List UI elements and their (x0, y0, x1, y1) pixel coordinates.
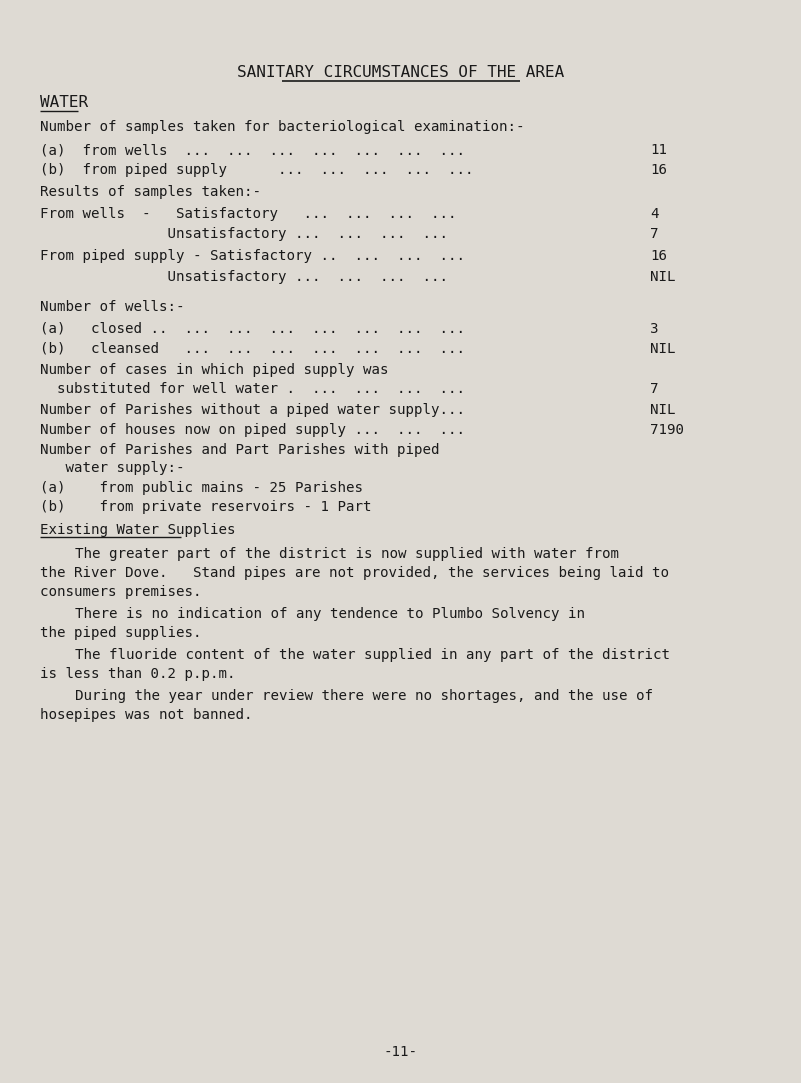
Text: the piped supplies.: the piped supplies. (40, 626, 202, 640)
Text: Unsatisfactory ...  ...  ...  ...: Unsatisfactory ... ... ... ... (40, 227, 448, 242)
Text: During the year under review there were no shortages, and the use of: During the year under review there were … (75, 689, 653, 703)
Text: 16: 16 (650, 249, 667, 263)
Text: Number of samples taken for bacteriological examination:-: Number of samples taken for bacteriologi… (40, 120, 525, 134)
Text: NIL: NIL (650, 270, 675, 284)
Text: substituted for well water .  ...  ...  ...  ...: substituted for well water . ... ... ...… (40, 382, 465, 396)
Text: 7: 7 (650, 382, 658, 396)
Text: 7190: 7190 (650, 423, 684, 438)
Text: Number of houses now on piped supply ...  ...  ...: Number of houses now on piped supply ...… (40, 423, 465, 438)
Text: the River Dove.   Stand pipes are not provided, the services being laid to: the River Dove. Stand pipes are not prov… (40, 566, 669, 580)
Text: (b)   cleansed   ...  ...  ...  ...  ...  ...  ...: (b) cleansed ... ... ... ... ... ... ... (40, 342, 465, 356)
Text: The fluoride content of the water supplied in any part of the district: The fluoride content of the water suppli… (75, 648, 670, 662)
Text: WATER: WATER (40, 95, 88, 110)
Text: 7: 7 (650, 227, 658, 242)
Text: Results of samples taken:-: Results of samples taken:- (40, 185, 261, 199)
Text: (a)   closed ..  ...  ...  ...  ...  ...  ...  ...: (a) closed .. ... ... ... ... ... ... ..… (40, 322, 465, 336)
Text: (a)    from public mains - 25 Parishes: (a) from public mains - 25 Parishes (40, 481, 363, 495)
Text: (a)  from wells  ...  ...  ...  ...  ...  ...  ...: (a) from wells ... ... ... ... ... ... .… (40, 143, 465, 157)
Text: water supply:-: water supply:- (40, 461, 184, 475)
Text: -11-: -11- (384, 1045, 417, 1059)
Text: Existing Water Supplies: Existing Water Supplies (40, 523, 235, 537)
Text: Number of Parishes and Part Parishes with piped: Number of Parishes and Part Parishes wit… (40, 443, 440, 457)
Text: Number of wells:-: Number of wells:- (40, 300, 184, 314)
Text: NIL: NIL (650, 403, 675, 417)
Text: SANITARY CIRCUMSTANCES OF THE AREA: SANITARY CIRCUMSTANCES OF THE AREA (237, 65, 564, 80)
Text: NIL: NIL (650, 342, 675, 356)
Text: Number of Parishes without a piped water supply...: Number of Parishes without a piped water… (40, 403, 465, 417)
Text: Unsatisfactory ...  ...  ...  ...: Unsatisfactory ... ... ... ... (40, 270, 448, 284)
Text: consumers premises.: consumers premises. (40, 585, 202, 599)
Text: The greater part of the district is now supplied with water from: The greater part of the district is now … (75, 547, 619, 561)
Text: Number of cases in which piped supply was: Number of cases in which piped supply wa… (40, 363, 388, 377)
Text: 16: 16 (650, 164, 667, 177)
Text: 3: 3 (650, 322, 658, 336)
Text: From wells  -   Satisfactory   ...  ...  ...  ...: From wells - Satisfactory ... ... ... ..… (40, 207, 457, 221)
Text: (b)    from private reservoirs - 1 Part: (b) from private reservoirs - 1 Part (40, 500, 372, 514)
Text: hosepipes was not banned.: hosepipes was not banned. (40, 708, 252, 722)
Text: 4: 4 (650, 207, 658, 221)
Text: (b)  from piped supply      ...  ...  ...  ...  ...: (b) from piped supply ... ... ... ... ..… (40, 164, 473, 177)
Text: From piped supply - Satisfactory ..  ...  ...  ...: From piped supply - Satisfactory .. ... … (40, 249, 465, 263)
Text: is less than 0.2 p.p.m.: is less than 0.2 p.p.m. (40, 667, 235, 681)
Text: There is no indication of any tendence to Plumbo Solvency in: There is no indication of any tendence t… (75, 606, 585, 621)
Text: 11: 11 (650, 143, 667, 157)
